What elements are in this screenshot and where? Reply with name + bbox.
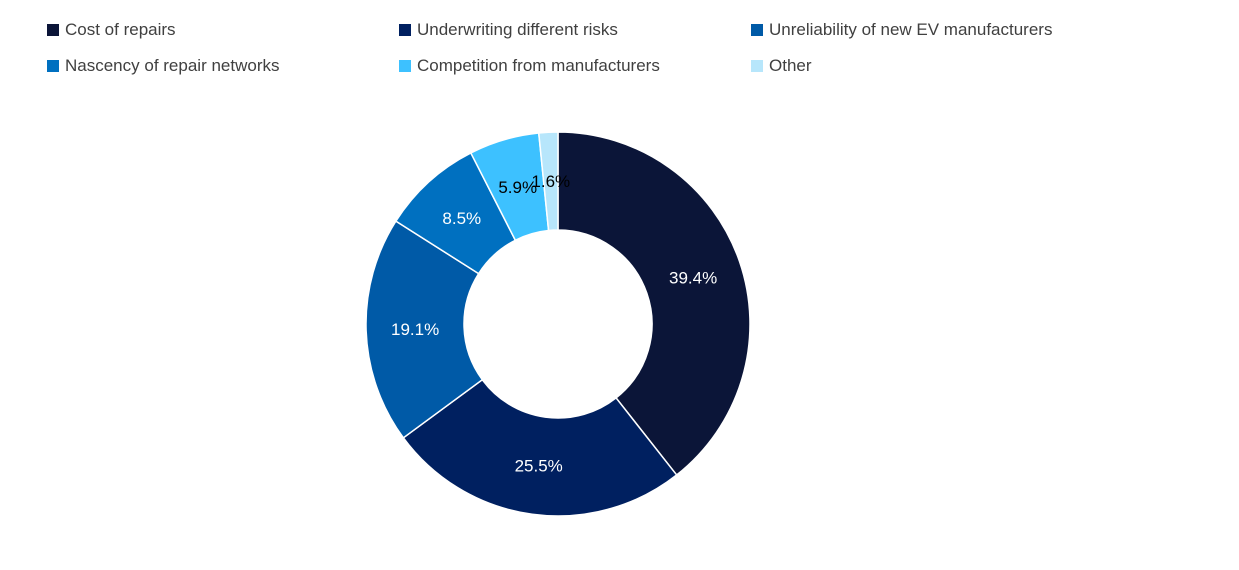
data-label-other: 1.6% bbox=[531, 172, 570, 191]
legend-item-underwriting-different-risks: Underwriting different risks bbox=[399, 18, 751, 42]
legend-label-underwriting-different-risks: Underwriting different risks bbox=[417, 20, 618, 39]
legend-label-other: Other bbox=[769, 56, 812, 75]
legend-swatch-unreliability-of-new-ev-manufacturers bbox=[751, 24, 763, 36]
chart-legend: Cost of repairs Underwriting different ri… bbox=[47, 18, 1167, 78]
slice-cost-of-repairs bbox=[557, 131, 751, 477]
legend-item-other: Other bbox=[751, 54, 1151, 78]
legend-swatch-cost-of-repairs bbox=[47, 24, 59, 36]
slice-other bbox=[537, 131, 559, 232]
legend-label-nascency-of-repair-networks: Nascency of repair networks bbox=[65, 56, 280, 75]
legend-swatch-other bbox=[751, 60, 763, 72]
data-label-cost-of-repairs: 39.4% bbox=[669, 268, 717, 287]
data-label-nascency-of-repair-networks: 8.5% bbox=[442, 209, 481, 228]
legend-item-competition-from-manufacturers: Competition from manufacturers bbox=[399, 54, 751, 78]
legend-swatch-competition-from-manufacturers bbox=[399, 60, 411, 72]
data-label-competition-from-manufacturers: 5.9% bbox=[498, 178, 537, 197]
legend-label-competition-from-manufacturers: Competition from manufacturers bbox=[417, 56, 660, 75]
legend-item-nascency-of-repair-networks: Nascency of repair networks bbox=[47, 54, 399, 78]
legend-item-cost-of-repairs: Cost of repairs bbox=[47, 18, 399, 42]
legend-swatch-underwriting-different-risks bbox=[399, 24, 411, 36]
legend-item-unreliability-of-new-ev-manufacturers: Unreliability of new EV manufacturers bbox=[751, 18, 1151, 42]
data-label-unreliability-of-new-ev-manufacturers: 19.1% bbox=[391, 320, 439, 339]
data-label-underwriting-different-risks: 25.5% bbox=[515, 457, 563, 476]
slice-underwriting-different-risks bbox=[402, 378, 678, 517]
legend-label-unreliability-of-new-ev-manufacturers: Unreliability of new EV manufacturers bbox=[769, 20, 1053, 39]
slice-unreliability-of-new-ev-manufacturers bbox=[365, 220, 484, 439]
legend-swatch-nascency-of-repair-networks bbox=[47, 60, 59, 72]
legend-label-cost-of-repairs: Cost of repairs bbox=[65, 20, 176, 39]
